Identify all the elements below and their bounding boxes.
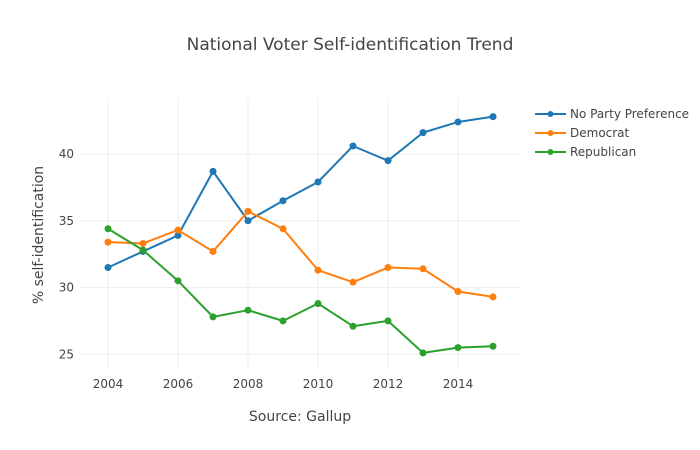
data-point [489,342,497,350]
series-line [107,210,494,298]
legend-marker-icon [547,149,554,155]
data-point [174,226,182,234]
legend-label: Republican [570,145,636,159]
x-tick-label: 2004 [93,377,124,391]
data-point [489,113,497,121]
x-axis-ticks: 2004 2006 2008 2010 2012 2014 [93,377,474,391]
data-point [419,349,427,357]
data-point [419,129,427,137]
x-tick-label: 2010 [303,377,334,391]
series-democrat [104,207,497,301]
x-axis-label: Source: Gallup [249,409,351,425]
data-point [244,217,252,225]
data-point [174,231,182,239]
data-point [209,247,217,255]
data-point [489,293,497,301]
series-republican [104,225,497,357]
x-gridlines [107,98,459,368]
x-tick-label: 2006 [163,377,194,391]
data-point [314,178,322,186]
data-point [384,157,392,165]
data-point [454,344,462,352]
y-tick-label: 25 [59,347,74,361]
data-point [419,265,427,273]
data-point [384,317,392,325]
legend-label: Democrat [570,126,630,140]
data-point [174,277,182,285]
data-point [139,246,147,254]
legend-item[interactable]: No Party Preference [535,107,689,121]
data-point [384,263,392,271]
data-point [314,300,322,308]
y-axis-label: % self-identification [31,166,47,304]
data-point [279,197,287,205]
y-tick-label: 30 [59,281,74,295]
data-point [104,225,112,233]
data-point [104,263,112,271]
x-tick-label: 2008 [233,377,264,391]
series-no-party-preference [104,113,497,271]
data-point [454,288,462,296]
y-gridlines [80,153,520,355]
chart-title: National Voter Self-identification Trend [187,35,514,55]
legend: No Party Preference Democrat Republican [535,107,689,159]
data-point [314,266,322,274]
data-point [209,313,217,321]
series-layer [104,113,497,357]
data-point [139,239,147,247]
y-axis-ticks: 25 30 35 40 [59,147,74,361]
data-point [209,167,217,175]
legend-marker-icon [547,130,554,136]
legend-marker-icon [547,111,554,117]
data-point [349,278,357,286]
series-line [107,227,494,354]
data-point [279,225,287,233]
series-line [107,115,494,269]
data-point [244,207,252,215]
legend-item[interactable]: Democrat [535,126,630,140]
y-tick-label: 35 [59,214,74,228]
data-point [104,238,112,246]
data-point [349,322,357,330]
data-point [244,306,252,314]
legend-label: No Party Preference [570,107,689,121]
x-tick-label: 2012 [373,377,404,391]
y-tick-label: 40 [59,147,74,161]
legend-item[interactable]: Republican [535,145,636,159]
data-point [454,118,462,126]
x-tick-label: 2014 [443,377,474,391]
data-point [279,317,287,325]
data-point [349,142,357,150]
